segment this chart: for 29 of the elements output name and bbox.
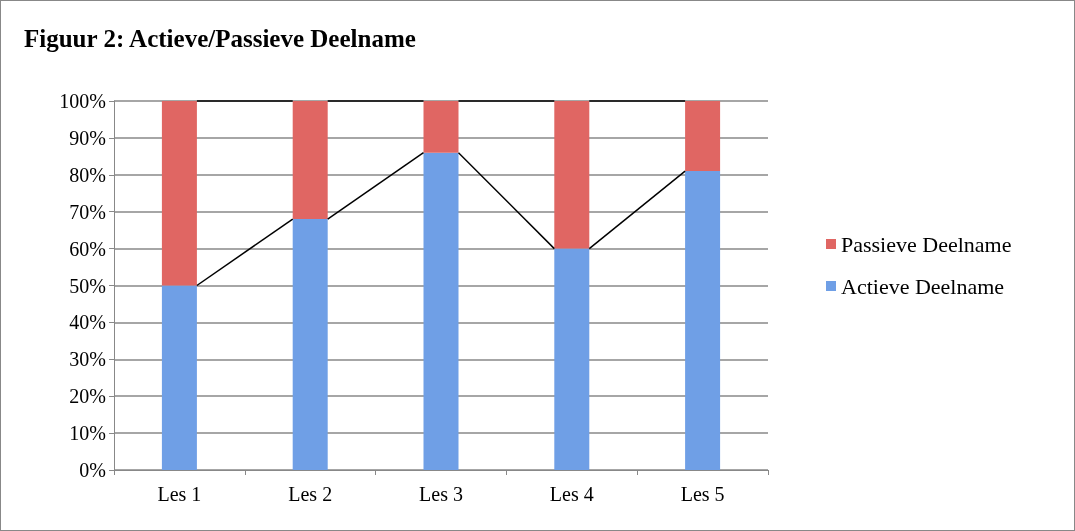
- y-tick-label: 70%: [69, 200, 106, 223]
- x-tick-label: Les 3: [419, 483, 463, 505]
- bar: [554, 248, 590, 470]
- y-tick-label: 50%: [69, 274, 106, 297]
- bar: [161, 285, 197, 470]
- x-tick-label: Les 2: [288, 483, 333, 505]
- y-tick-label: 90%: [69, 126, 106, 149]
- y-tick-label: 100%: [59, 90, 106, 112]
- y-tick-label: 80%: [69, 163, 106, 186]
- y-tick-label: 0%: [79, 459, 106, 481]
- y-tick-label: 40%: [69, 311, 106, 334]
- y-tick-label: 30%: [69, 348, 106, 371]
- legend-label: Passieve Deelname: [841, 231, 1012, 257]
- legend-label: Actieve Deelname: [841, 273, 1005, 299]
- y-tick-label: 10%: [69, 422, 106, 445]
- bar: [423, 101, 459, 153]
- y-tick-label: 60%: [69, 237, 106, 260]
- x-tick-label: Les 1: [157, 483, 202, 505]
- x-tick-label: Les 4: [549, 483, 594, 505]
- bar: [554, 101, 590, 249]
- bar: [685, 171, 721, 470]
- bar: [161, 101, 197, 286]
- bar: [685, 101, 721, 172]
- bar: [423, 152, 459, 470]
- x-tick-label: Les 5: [680, 483, 725, 505]
- bar: [292, 219, 328, 470]
- y-tick-label: 20%: [69, 385, 106, 408]
- bar: [292, 101, 328, 220]
- chart-title: Figuur 2: Actieve/Passieve Deelname: [24, 25, 416, 52]
